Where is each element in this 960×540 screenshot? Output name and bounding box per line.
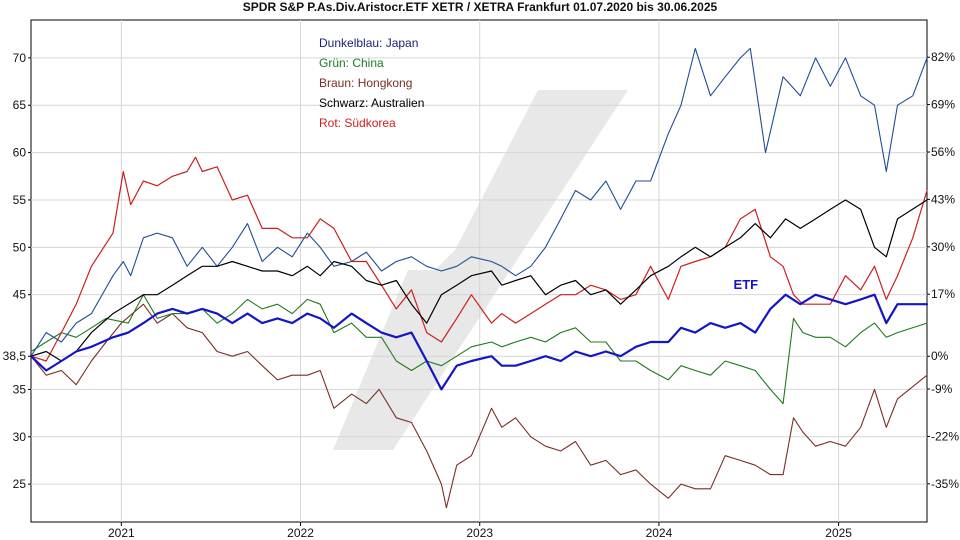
watermark-slash xyxy=(333,90,628,450)
y-right-tick-label: -9% xyxy=(931,382,953,396)
series-line-hongkong xyxy=(30,303,928,509)
y-right-tick-label: -35% xyxy=(931,477,959,491)
x-tick-label: 2024 xyxy=(646,526,673,540)
y-left-tick-label: 70 xyxy=(13,51,27,65)
annotation-layer: ETF xyxy=(734,277,759,292)
axis-layer: 70 65 60 55 50 45 38,5 35 30 25 82% 69% 56% 43% 30% 17%… xyxy=(3,50,960,540)
y-left-tick-label: 65 xyxy=(13,98,27,112)
y-left-tick-label: 50 xyxy=(13,240,27,254)
series-line-australien xyxy=(30,199,928,362)
y-right-tick-label: 82% xyxy=(931,50,955,64)
series-line-etf xyxy=(29,293,929,391)
series-layer xyxy=(29,47,929,509)
y-left-tick-label: 38,5 xyxy=(3,349,27,363)
series-line-japan xyxy=(30,47,928,357)
x-tick-label: 2025 xyxy=(825,526,852,540)
y-right-tick-label: 17% xyxy=(931,287,955,301)
y-right-tick-label: 0% xyxy=(931,349,949,363)
legend-entry: Grün: China xyxy=(319,56,384,70)
y-right-tick-label: 30% xyxy=(931,240,955,254)
y-left-tick-label: 55 xyxy=(13,193,27,207)
y-left-tick-label: 35 xyxy=(13,382,27,396)
y-left-tick-label: 25 xyxy=(13,477,27,491)
y-left-tick-label: 60 xyxy=(13,146,27,160)
x-tick-label: 2021 xyxy=(108,526,135,540)
y-right-tick-label: -22% xyxy=(931,429,959,443)
x-tick-label: 2022 xyxy=(287,526,314,540)
x-tick-label: 2023 xyxy=(466,526,493,540)
chart-title: SPDR S&P P.As.Div.Aristocr.ETF XETR / XE… xyxy=(243,0,718,14)
legend: Dunkelblau: Japan Grün: China Braun: Hongk… xyxy=(319,36,424,130)
y-right-tick-label: 43% xyxy=(931,192,955,206)
legend-entry: Braun: Hongkong xyxy=(319,76,412,90)
legend-entry: Schwarz: Australien xyxy=(319,96,424,110)
etf-annotation: ETF xyxy=(734,277,759,292)
y-right-tick-label: 69% xyxy=(931,98,955,112)
legend-entry: Dunkelblau: Japan xyxy=(319,36,418,50)
y-left-tick-label: 30 xyxy=(13,430,27,444)
y-left-tick-label: 45 xyxy=(13,288,27,302)
series-line-suedkorea xyxy=(30,156,928,362)
legend-entry: Rot: Südkorea xyxy=(319,116,396,130)
y-right-tick-label: 56% xyxy=(931,145,955,159)
